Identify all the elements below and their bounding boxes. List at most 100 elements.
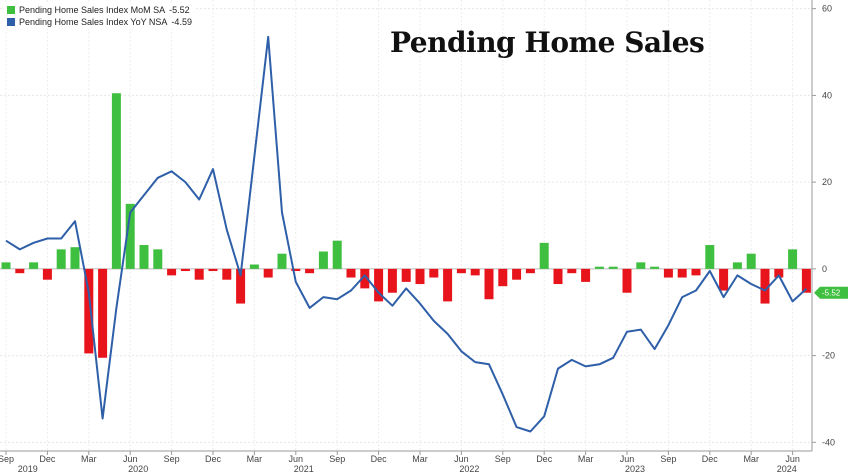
legend: Pending Home Sales Index MoM SA -5.52 Pe…	[4, 3, 195, 29]
x-tick-label: Jun	[454, 454, 469, 464]
bar-mom	[663, 268, 673, 278]
bar-mom	[167, 268, 177, 276]
bar-mom	[553, 268, 563, 285]
bar-mom	[746, 253, 756, 269]
bar-mom	[567, 268, 577, 274]
last-value-badge-shape	[814, 286, 848, 299]
line-yoy	[5, 35, 808, 433]
bar-mom	[387, 268, 397, 293]
y-tick-label: 40	[822, 90, 832, 100]
bar-mom	[277, 253, 287, 269]
legend-swatch-yoy	[7, 18, 15, 26]
bar-mom	[222, 268, 232, 280]
bar-mom	[360, 268, 370, 289]
x-year-label: 2023	[625, 464, 645, 473]
bar-mom	[622, 268, 632, 293]
x-tick-label: Mar	[247, 454, 263, 464]
x-tick-label: Mar	[81, 454, 97, 464]
legend-item-mom: Pending Home Sales Index MoM SA -5.52	[7, 4, 192, 16]
bar-mom	[291, 268, 301, 272]
bar-mom	[1, 262, 11, 269]
x-tick-label: Mar	[743, 454, 759, 464]
bar-mom	[70, 247, 80, 269]
bar-mom	[318, 251, 328, 269]
x-tick-label: Mar	[412, 454, 428, 464]
bar-mom	[111, 93, 121, 269]
bar-mom	[415, 268, 425, 285]
y-tick-label: 20	[822, 177, 832, 187]
chart-title: Pending Home Sales	[390, 26, 705, 59]
bar-mom	[774, 268, 784, 278]
last-value-badge: -5.52	[814, 286, 848, 299]
bar-mom	[263, 268, 273, 278]
x-tick-label: Jun	[785, 454, 800, 464]
bar-mom	[153, 249, 163, 269]
bar-mom	[539, 242, 549, 269]
x-tick-label: Dec	[371, 454, 388, 464]
bar-mom	[636, 262, 646, 269]
bar-mom	[194, 268, 204, 280]
bar-mom	[788, 249, 798, 269]
x-tick-label: Sep	[0, 454, 14, 464]
legend-value-mom: -5.52	[169, 5, 190, 15]
bar-mom	[691, 268, 701, 276]
bar-mom	[139, 245, 149, 269]
bar-mom	[484, 268, 494, 300]
last-value-badge-text: -5.52	[822, 289, 841, 298]
bar-mom	[29, 262, 39, 269]
legend-label-mom: Pending Home Sales Index MoM SA	[19, 5, 166, 15]
bar-mom	[249, 264, 259, 269]
bar-mom	[594, 266, 604, 269]
x-tick-label: Sep	[495, 454, 511, 464]
y-tick-label: 0	[822, 264, 827, 274]
bar-mom	[374, 268, 384, 302]
bar-mom	[56, 249, 66, 269]
x-tick-label: Mar	[578, 454, 594, 464]
bar-mom	[305, 268, 315, 274]
x-year-label: 2022	[459, 464, 479, 473]
bar-mom	[346, 268, 356, 278]
bar-mom	[705, 245, 715, 269]
bar-mom	[98, 268, 108, 358]
bar-mom	[332, 240, 342, 269]
bar-mom	[180, 268, 190, 272]
bar-mom	[42, 268, 52, 280]
bar-mom	[608, 266, 618, 269]
x-year-label: 2020	[128, 464, 148, 473]
x-tick-label: Sep	[164, 454, 180, 464]
bar-mom	[456, 268, 466, 274]
bar-mom	[443, 268, 453, 302]
bar-mom	[650, 266, 660, 269]
bar-mom	[429, 268, 439, 278]
bar-mom	[236, 268, 246, 304]
bar-mom	[732, 262, 742, 269]
bar-mom	[401, 268, 411, 282]
bar-mom	[677, 268, 687, 278]
x-tick-label: Dec	[702, 454, 719, 464]
bar-mom	[84, 268, 94, 354]
x-tick-label: Dec	[536, 454, 553, 464]
x-tick-label: Sep	[660, 454, 676, 464]
x-tick-label: Dec	[39, 454, 56, 464]
bar-mom	[719, 268, 729, 291]
x-tick-label: Sep	[329, 454, 345, 464]
x-tick-label: Jun	[289, 454, 304, 464]
y-tick-label: -20	[822, 351, 835, 361]
bar-mom	[512, 268, 522, 280]
x-tick-label: Jun	[123, 454, 138, 464]
bar-mom	[208, 268, 218, 272]
bar-mom	[801, 268, 811, 293]
x-year-label: 2019	[18, 464, 38, 473]
bar-mom	[15, 268, 25, 274]
bar-mom	[525, 268, 535, 274]
bar-mom	[470, 268, 480, 276]
x-year-label: 2021	[294, 464, 314, 473]
x-tick-label: Dec	[205, 454, 222, 464]
legend-item-yoy: Pending Home Sales Index YoY NSA -4.59	[7, 16, 192, 28]
x-year-label: 2024	[777, 464, 797, 473]
bar-mom	[125, 203, 135, 269]
legend-value-yoy: -4.59	[171, 17, 192, 27]
legend-label-yoy: Pending Home Sales Index YoY NSA	[19, 17, 168, 27]
